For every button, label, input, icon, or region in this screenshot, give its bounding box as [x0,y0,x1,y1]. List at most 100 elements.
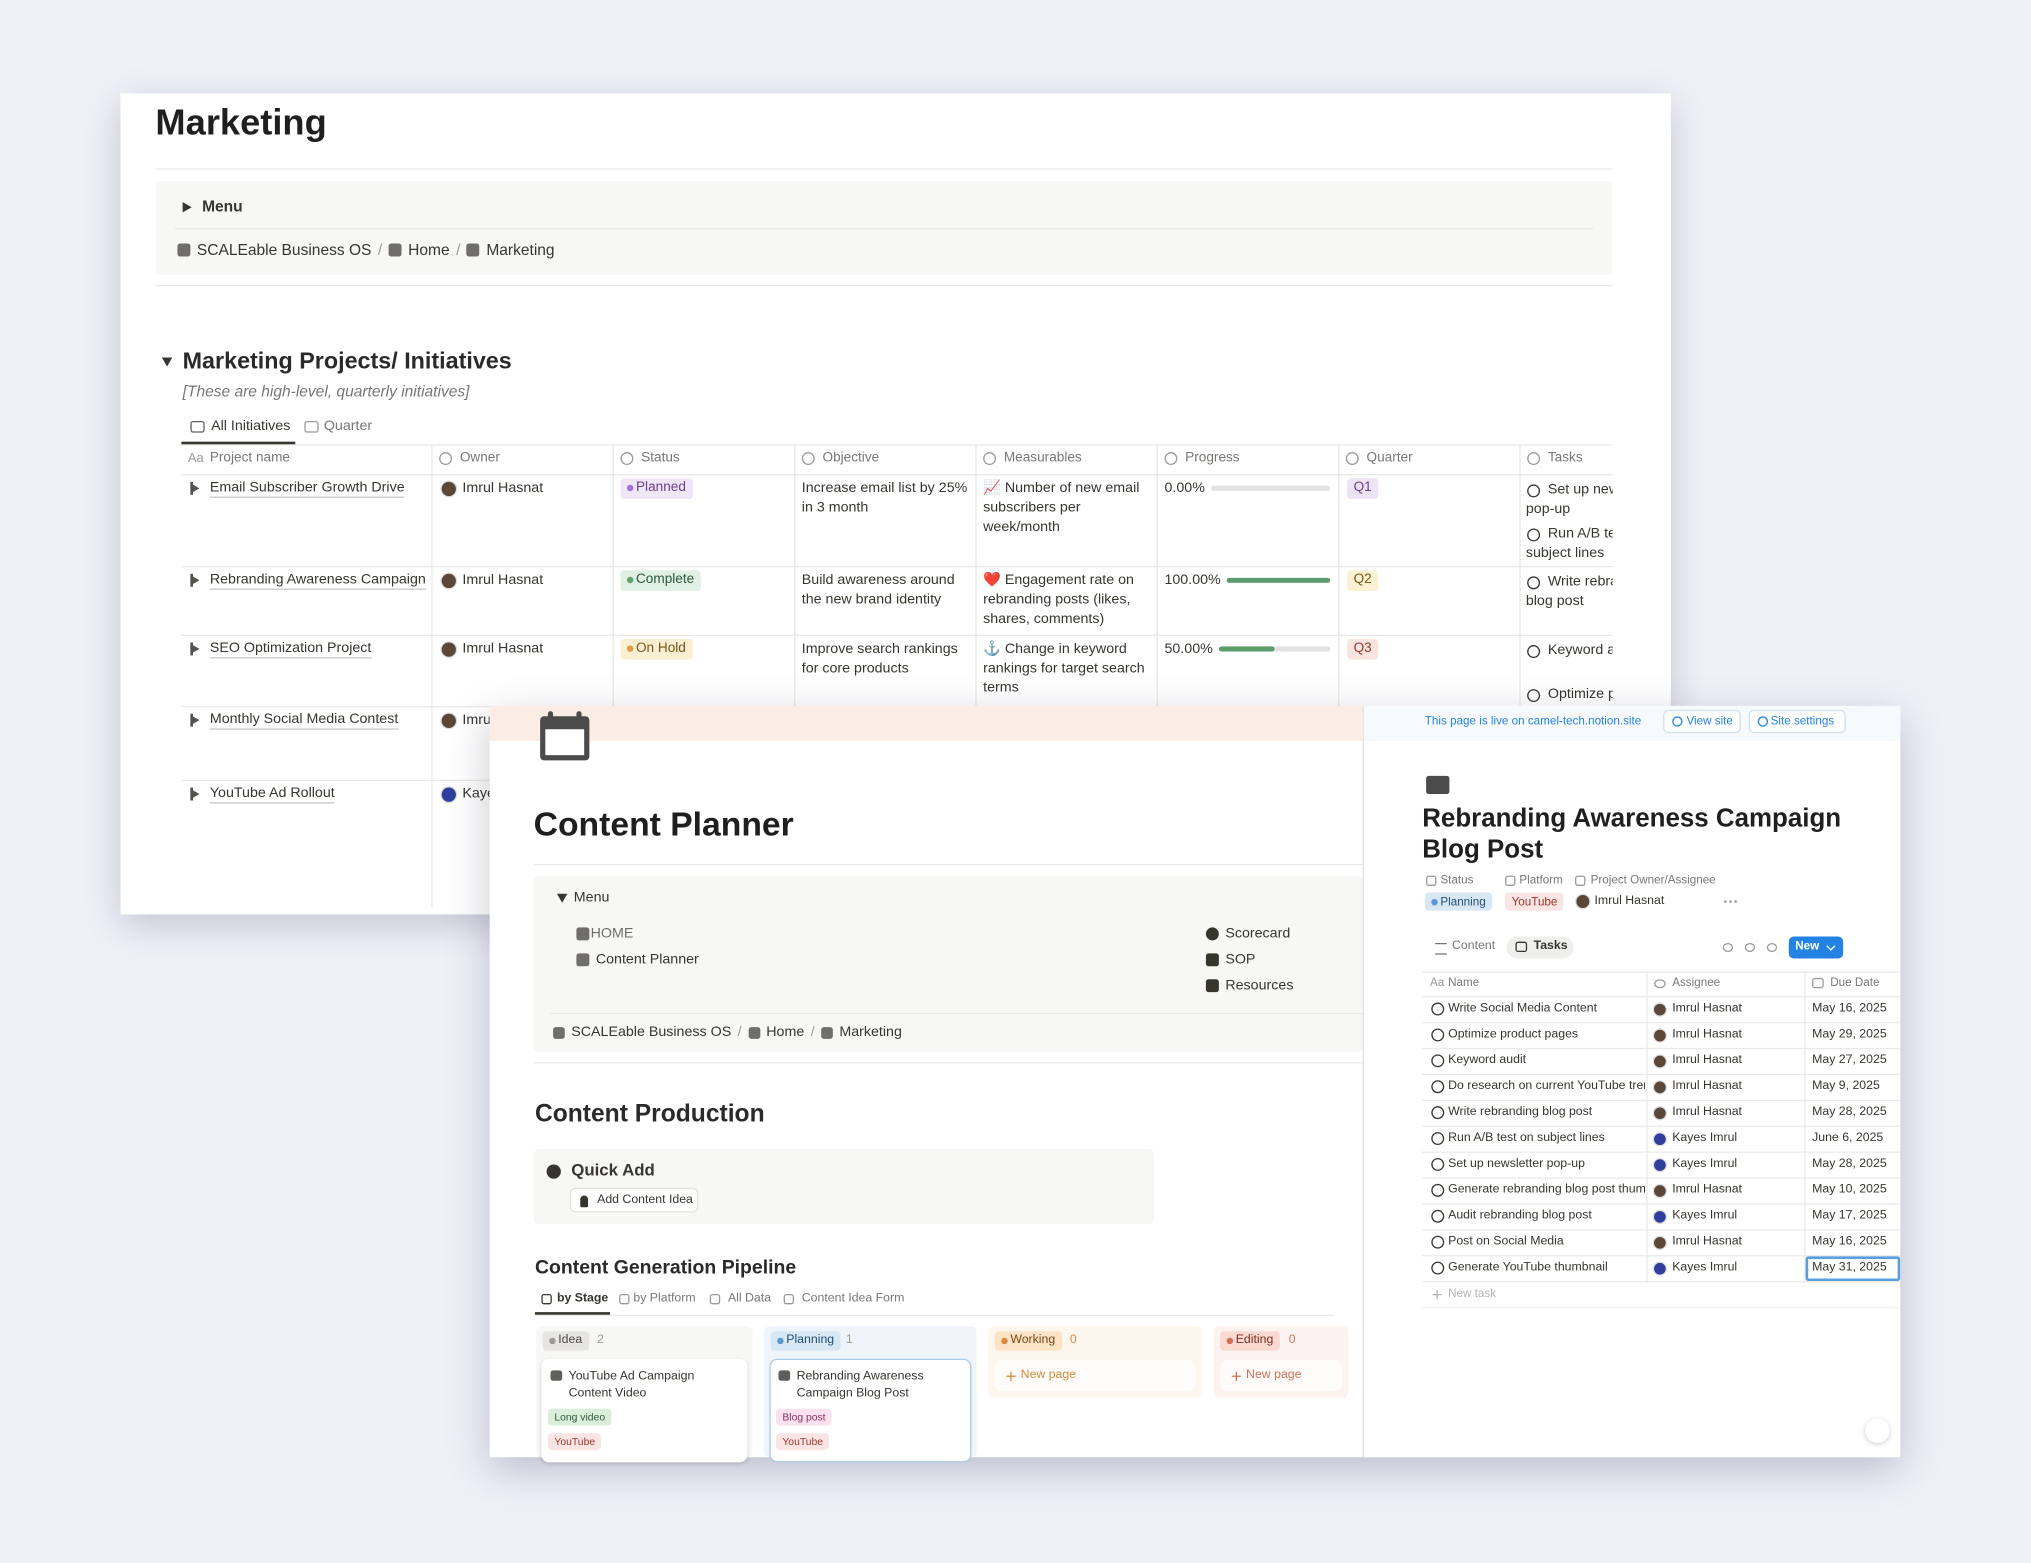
name-cell: Keyword audit [1448,1050,1645,1071]
task-name[interactable]: Post on Social Media [1448,1234,1564,1249]
icon [1652,1235,1668,1250]
task-name[interactable]: Generate YouTube thumbnail [1448,1260,1608,1275]
divider [190,713,193,727]
task-name[interactable]: Generate rebranding blog post thumbnail [1448,1182,1646,1197]
cover [489,705,1363,741]
owner: Imrul Hasnat [462,480,544,496]
view-tab[interactable]: by Stage [556,1291,609,1306]
icon [388,243,402,257]
task-name[interactable]: Optimize product pages [1448,1026,1579,1042]
property-label: Project Owner/Assignee [1590,873,1716,887]
menu-link[interactable]: HOME [590,925,634,942]
breadcrumb-item[interactable]: Marketing [486,240,555,260]
menu-box [533,875,1363,1052]
project-name[interactable]: Monthly Social Media Contest [209,710,399,731]
progress-label: 50.00% [1164,641,1213,657]
icon [821,1026,833,1039]
icon [1431,1002,1445,1016]
view-tab[interactable]: Content Idea Form [801,1291,905,1306]
toggle-icon [161,357,173,367]
stage-count: 2 [597,1332,604,1347]
due-date: June 6, 2025 [1812,1130,1884,1145]
icon [1527,576,1541,590]
task-name[interactable]: Write rebranding blog post [1448,1104,1593,1119]
icon [1431,1054,1445,1068]
icon [1431,1028,1445,1042]
breadcrumb-separator: / [737,1024,742,1041]
banner-button[interactable] [1663,709,1741,734]
breadcrumb-item[interactable]: Home [766,1024,805,1041]
divider [1422,1255,1901,1257]
menu-link[interactable]: SOP [1225,951,1256,968]
icon [1766,942,1778,952]
task-name[interactable]: Audit rebranding blog post [1448,1208,1592,1223]
icon [440,711,458,729]
icon [439,452,453,466]
column-header: Progress [1185,449,1240,466]
task-name[interactable]: Keyword audit [1448,1052,1527,1068]
project-name[interactable]: Rebranding Awareness Campaign [209,570,426,591]
icon [1431,1235,1445,1249]
column-header: Due Date [1830,975,1880,989]
breadcrumb-item[interactable]: SCALEable Business OS [196,240,372,260]
project-name[interactable]: Email Subscriber Growth Drive [209,478,405,499]
tag: Q2 [1347,570,1379,591]
breadcrumb-item[interactable]: Home [408,240,450,260]
menu-link[interactable]: Scorecard [1225,925,1291,942]
icon [1744,942,1756,952]
divider [550,1012,1363,1015]
task-name[interactable]: Run A/B test on subject lines [1448,1130,1605,1145]
menu-link[interactable]: Content Planner [595,951,699,968]
page-icon [545,729,585,756]
tag: Working [994,1331,1062,1351]
divider [1422,1099,1901,1101]
icon [620,452,634,466]
divider [533,863,1363,866]
new-button[interactable] [1788,936,1844,959]
project-name[interactable]: SEO Optimization Project [209,639,372,659]
icon [576,953,590,967]
view-tab[interactable]: All Initiatives [211,418,291,434]
breadcrumb-item[interactable]: SCALEable Business OS [571,1024,732,1041]
button-label: View site [1686,713,1733,727]
progress: 0.00% [1164,481,1331,496]
assignee: Kayes Imrul [1672,1130,1738,1145]
new-task[interactable]: New task [1448,1286,1497,1300]
view-tab[interactable]: Quarter [323,418,373,434]
task-name[interactable]: Set up newsletter pop-up [1448,1156,1585,1171]
view-tab[interactable]: by Platform [633,1291,696,1306]
view-tab[interactable]: Tasks [1533,938,1568,954]
view-tab[interactable]: All Data [727,1291,772,1306]
divider [1804,971,1806,1283]
breadcrumb-separator: / [456,240,461,260]
column-header: Status [641,449,680,466]
toggle-icon [190,714,200,726]
divider [1422,1151,1901,1153]
objective: Build awareness around the new brand ide… [801,572,955,608]
due-date: May 31, 2025 [1812,1260,1887,1275]
column-icon: Aa [1429,975,1445,989]
divider [1422,996,1901,998]
assignee: Imrul Hasnat [1672,1026,1742,1042]
objective: Improve search rankings for core product… [801,641,958,677]
property-label: Platform [1519,873,1563,887]
tag: Planning [1424,892,1493,911]
progress-bar [1219,646,1275,652]
project-name[interactable]: YouTube Ad Rollout [209,784,335,804]
tag: Editing [1220,1331,1280,1351]
new-page-card[interactable] [994,1360,1196,1392]
icon [466,243,480,257]
icon [801,452,815,466]
task-name[interactable]: Write Social Media Content [1448,1001,1597,1016]
divider [1422,1203,1901,1205]
task-name[interactable]: Do research on current YouTube trends [1448,1078,1646,1093]
breadcrumb-item[interactable]: Marketing [839,1024,902,1041]
menu-link[interactable]: Resources [1225,977,1294,994]
icon [1757,716,1769,727]
name-cell: Write rebranding blog post [1448,1102,1645,1123]
quick-add-button[interactable] [569,1187,699,1213]
view-tab[interactable]: Content [1452,938,1496,954]
icon [1734,900,1737,903]
banner-button[interactable] [1748,709,1846,734]
